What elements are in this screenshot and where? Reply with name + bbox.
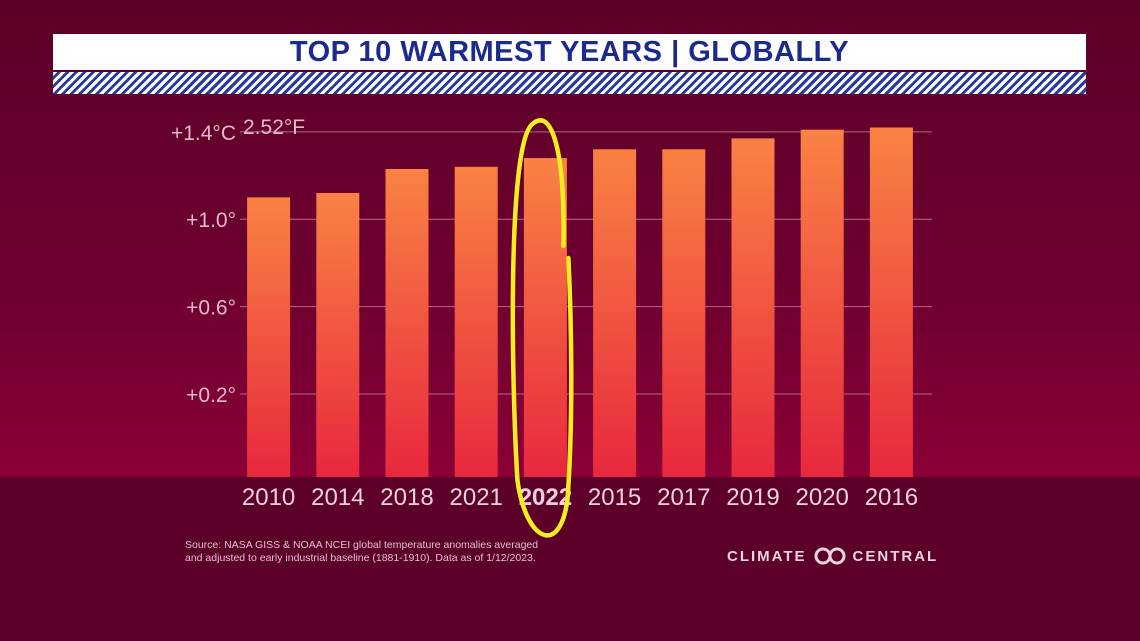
y-tick-label: +1.4°C xyxy=(171,122,236,145)
logo-text-left: CLIMATE xyxy=(727,547,807,565)
category-label-2019: 2019 xyxy=(726,484,779,511)
source-line-2: and adjusted to early industrial baselin… xyxy=(185,552,536,564)
bar-2019 xyxy=(731,138,775,477)
bar-2022 xyxy=(523,158,567,478)
y-tick-label: +0.6° xyxy=(186,297,236,320)
bar-2021 xyxy=(454,166,498,478)
category-label-2020: 2020 xyxy=(796,484,849,511)
logo-text-right: CENTRAL xyxy=(852,547,939,565)
bar-2015 xyxy=(593,149,637,478)
category-label-2021: 2021 xyxy=(450,484,503,511)
bar-2020 xyxy=(800,129,844,478)
y-tick-label: +0.2° xyxy=(186,384,236,407)
category-label-2016: 2016 xyxy=(865,484,918,511)
highlight-circle xyxy=(510,118,574,538)
category-label-2018: 2018 xyxy=(380,484,433,511)
title-banner: TOP 10 WARMEST YEARS | GLOBALLY xyxy=(53,34,1086,70)
y-tick-label: +1.0° xyxy=(186,209,236,232)
source-note: Source: NASA GISS & NOAA NCEI global tem… xyxy=(185,539,625,565)
climate-central-logo: CLIMATE CENTRAL xyxy=(727,547,938,565)
bar-2017 xyxy=(662,149,706,478)
title-stripe xyxy=(53,72,1086,94)
category-label-2015: 2015 xyxy=(588,484,641,511)
y-tick-secondary-label: 2.52°F xyxy=(243,116,305,139)
bar-2014 xyxy=(316,193,360,477)
category-label-2010: 2010 xyxy=(242,484,295,511)
infinity-icon xyxy=(814,547,846,565)
page-title: TOP 10 WARMEST YEARS | GLOBALLY xyxy=(289,35,850,68)
bar-2010 xyxy=(247,197,291,477)
bar-2018 xyxy=(385,168,429,477)
lower-band xyxy=(0,477,1140,641)
category-label-2014: 2014 xyxy=(311,484,364,511)
category-label-2017: 2017 xyxy=(657,484,710,511)
source-line-1: Source: NASA GISS & NOAA NCEI global tem… xyxy=(185,539,539,551)
category-label-2022: 2022 xyxy=(519,484,572,511)
bar-2016 xyxy=(869,127,913,477)
